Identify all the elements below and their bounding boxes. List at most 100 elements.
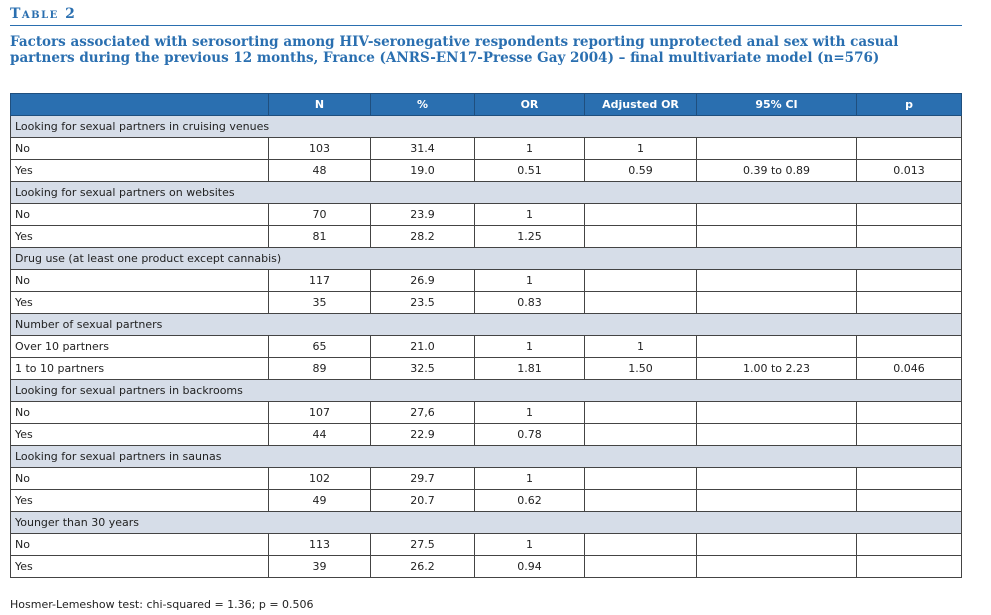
table-cell bbox=[584, 269, 697, 292]
table-cell: Yes bbox=[10, 555, 269, 578]
table-cell: 31.4 bbox=[370, 137, 475, 160]
table-cell: 27,6 bbox=[370, 401, 475, 424]
table-cell: 26.9 bbox=[370, 269, 475, 292]
table-row: Yes 49 20.7 0.62 bbox=[10, 489, 962, 512]
table-cell: 1 bbox=[474, 269, 585, 292]
table-cell: 1 bbox=[584, 335, 697, 358]
table-label: Table 2 bbox=[10, 6, 77, 22]
table-cell: No bbox=[10, 269, 269, 292]
table-cell: Yes bbox=[10, 159, 269, 182]
table-cell: 1 to 10 partners bbox=[10, 357, 269, 380]
table-cell bbox=[856, 533, 962, 556]
table-cell bbox=[584, 401, 697, 424]
table-cell: 21.0 bbox=[370, 335, 475, 358]
table-cell: No bbox=[10, 533, 269, 556]
header-cell-adjusted-or: Adjusted OR bbox=[584, 93, 697, 116]
table-cell bbox=[696, 225, 857, 248]
section-row: Drug use (at least one product except ca… bbox=[10, 247, 962, 270]
table-cell: No bbox=[10, 203, 269, 226]
table-cell: 22.9 bbox=[370, 423, 475, 446]
table-cell bbox=[696, 137, 857, 160]
table-row: No 107 27,6 1 bbox=[10, 401, 962, 424]
table-row: No 102 29.7 1 bbox=[10, 467, 962, 490]
table-cell: 65 bbox=[268, 335, 371, 358]
section-row: Looking for sexual partners in cruising … bbox=[10, 115, 962, 138]
table-cell bbox=[696, 533, 857, 556]
table-cell bbox=[856, 269, 962, 292]
section-title: Younger than 30 years bbox=[10, 511, 962, 534]
table-cell: 1.81 bbox=[474, 357, 585, 380]
table-cell: 39 bbox=[268, 555, 371, 578]
table-cell: 0.78 bbox=[474, 423, 585, 446]
table-cell bbox=[856, 203, 962, 226]
section-row: Number of sexual partners bbox=[10, 313, 962, 336]
table-cell bbox=[856, 335, 962, 358]
table-cell: No bbox=[10, 401, 269, 424]
table-cell bbox=[696, 555, 857, 578]
table-cell: 0.046 bbox=[856, 357, 962, 380]
table-cell bbox=[696, 489, 857, 512]
table-cell: 19.0 bbox=[370, 159, 475, 182]
header-cell-n: N bbox=[268, 93, 371, 116]
table-cell: No bbox=[10, 467, 269, 490]
table-cell: Yes bbox=[10, 291, 269, 314]
table-cell: 1.00 to 2.23 bbox=[696, 357, 857, 380]
table-cell: 1.25 bbox=[474, 225, 585, 248]
table-cell: 70 bbox=[268, 203, 371, 226]
table-cell bbox=[856, 489, 962, 512]
table-cell: 103 bbox=[268, 137, 371, 160]
table-body: Looking for sexual partners in cruising … bbox=[10, 115, 962, 578]
table-row: Yes 39 26.2 0.94 bbox=[10, 555, 962, 578]
table-row: No 117 26.9 1 bbox=[10, 269, 962, 292]
table-cell: Yes bbox=[10, 225, 269, 248]
table-cell bbox=[696, 401, 857, 424]
table-cell bbox=[584, 489, 697, 512]
table-cell: 20.7 bbox=[370, 489, 475, 512]
table-cell: 48 bbox=[268, 159, 371, 182]
title-rule bbox=[10, 25, 962, 26]
table-cell bbox=[856, 137, 962, 160]
table-row: No 103 31.4 1 1 bbox=[10, 137, 962, 160]
header-cell bbox=[10, 93, 269, 116]
table-cell bbox=[856, 291, 962, 314]
table-cell bbox=[584, 555, 697, 578]
table-cell bbox=[584, 423, 697, 446]
section-row: Looking for sexual partners in backrooms bbox=[10, 379, 962, 402]
header-cell-or: OR bbox=[474, 93, 585, 116]
table-cell bbox=[856, 401, 962, 424]
table-cell: 28.2 bbox=[370, 225, 475, 248]
table-cell: 0.83 bbox=[474, 291, 585, 314]
data-table: N % OR Adjusted OR 95% CI p Looking for … bbox=[10, 93, 962, 578]
table-cell: 1 bbox=[474, 335, 585, 358]
table-cell bbox=[584, 533, 697, 556]
table-cell: 23.5 bbox=[370, 291, 475, 314]
section-title: Number of sexual partners bbox=[10, 313, 962, 336]
section-title: Looking for sexual partners in backrooms bbox=[10, 379, 962, 402]
table-cell bbox=[696, 203, 857, 226]
table-cell bbox=[584, 291, 697, 314]
table-cell bbox=[696, 467, 857, 490]
table-cell: 1 bbox=[474, 467, 585, 490]
table-cell bbox=[856, 423, 962, 446]
table-row: Yes 48 19.0 0.51 0.59 0.39 to 0.89 0.013 bbox=[10, 159, 962, 182]
table-cell: 0.013 bbox=[856, 159, 962, 182]
table-cell: 27.5 bbox=[370, 533, 475, 556]
table-cell: 26.2 bbox=[370, 555, 475, 578]
table-cell bbox=[696, 335, 857, 358]
table-cell: 0.51 bbox=[474, 159, 585, 182]
header-cell-p: p bbox=[856, 93, 962, 116]
table-cell bbox=[584, 467, 697, 490]
table-cell: 113 bbox=[268, 533, 371, 556]
table-cell: Over 10 partners bbox=[10, 335, 269, 358]
table-row: Yes 81 28.2 1.25 bbox=[10, 225, 962, 248]
table-cell bbox=[856, 555, 962, 578]
table-cell bbox=[856, 467, 962, 490]
table-cell bbox=[696, 269, 857, 292]
table-cell: 0.94 bbox=[474, 555, 585, 578]
table-cell bbox=[856, 225, 962, 248]
section-title: Drug use (at least one product except ca… bbox=[10, 247, 962, 270]
section-title: Looking for sexual partners in saunas bbox=[10, 445, 962, 468]
table-cell: 102 bbox=[268, 467, 371, 490]
table-cell: 32.5 bbox=[370, 357, 475, 380]
table-row: Yes 44 22.9 0.78 bbox=[10, 423, 962, 446]
